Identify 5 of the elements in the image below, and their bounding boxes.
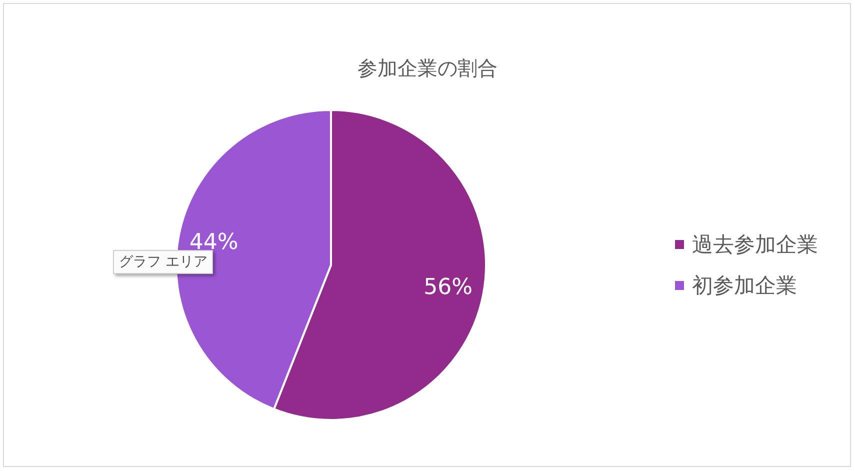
- legend-label: 過去参加企業: [692, 232, 818, 256]
- chart-title: 参加企業の割合: [358, 56, 498, 80]
- tooltip: グラフ エリア: [113, 250, 214, 274]
- legend-label: 初参加企業: [692, 274, 797, 298]
- data-label: 56%: [424, 274, 473, 300]
